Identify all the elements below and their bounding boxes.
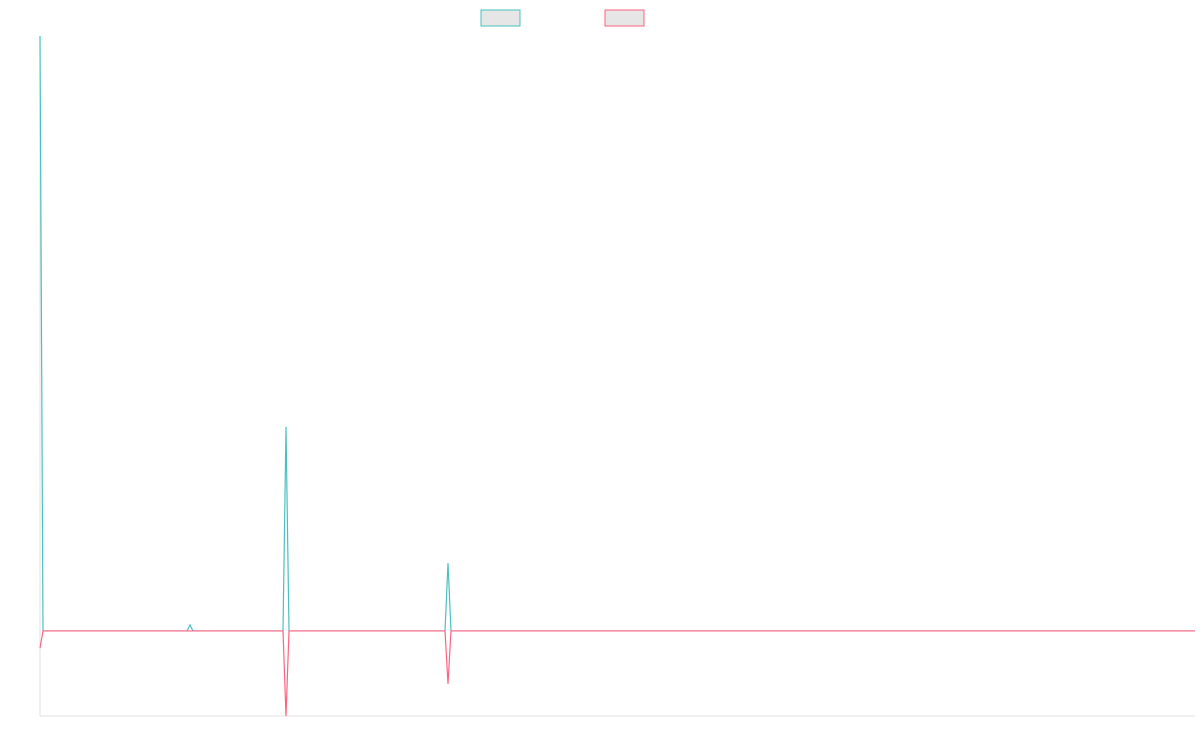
series-line [39, 630, 1195, 717]
series-line [39, 35, 1195, 632]
legend-swatch[interactable] [480, 9, 521, 27]
legend-swatch[interactable] [604, 9, 645, 27]
